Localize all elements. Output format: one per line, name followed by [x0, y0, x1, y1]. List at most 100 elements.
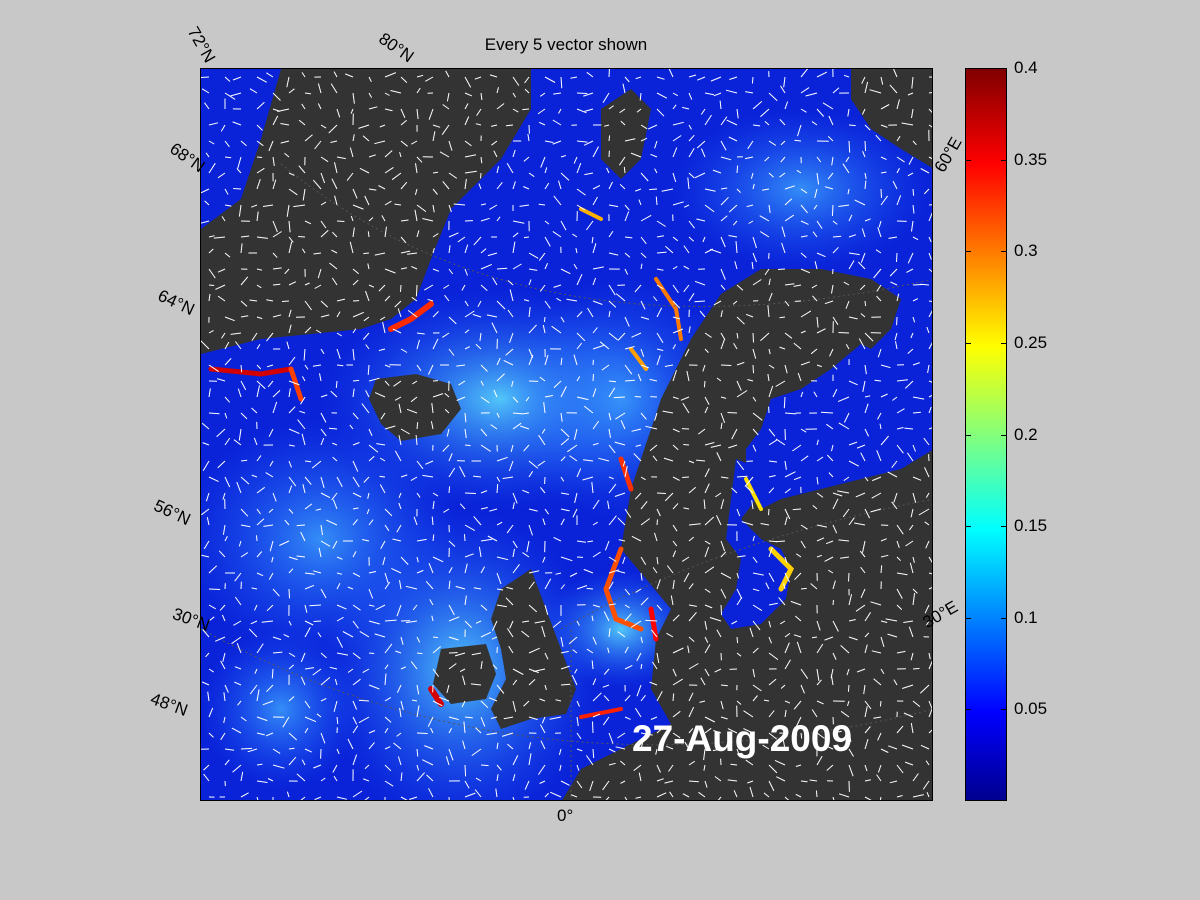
vector-arrow — [502, 476, 514, 479]
vector-arrow — [480, 248, 487, 254]
vector-arrow — [496, 764, 502, 771]
vector-arrow — [608, 252, 619, 256]
vector-arrow — [256, 551, 263, 558]
vector-arrow — [800, 252, 807, 258]
vector-arrow — [570, 76, 578, 79]
vector-arrow — [544, 236, 551, 247]
vector-arrow — [576, 748, 583, 752]
vector-arrow — [336, 556, 343, 560]
vector-arrow — [880, 364, 891, 369]
vector-arrow — [398, 403, 402, 414]
vector-arrow — [768, 348, 771, 355]
vector-arrow — [669, 791, 674, 798]
vector-arrow — [672, 524, 678, 532]
vector-arrow — [888, 236, 898, 239]
vector-arrow — [784, 460, 787, 470]
vector-arrow — [256, 643, 264, 654]
vector-arrow — [455, 585, 466, 590]
vector-arrow — [784, 101, 789, 110]
vector-arrow — [635, 796, 642, 799]
vector-arrow — [889, 268, 898, 277]
vector-arrow — [266, 332, 274, 342]
vector-arrow — [540, 156, 546, 168]
vector-arrow — [704, 396, 710, 405]
vector-arrow — [842, 508, 850, 518]
vector-arrow — [256, 179, 261, 190]
vector-arrow — [864, 172, 867, 179]
vector-arrow — [911, 108, 914, 119]
vector-arrow — [326, 519, 338, 526]
vector-arrow — [848, 316, 858, 320]
vector-arrow — [623, 166, 626, 174]
vector-arrow — [656, 355, 661, 366]
vector-arrow — [608, 603, 616, 606]
vector-arrow — [496, 572, 502, 585]
vector-arrow — [320, 428, 327, 437]
vector-arrow — [860, 452, 866, 462]
vector-arrow — [558, 180, 562, 190]
vector-arrow — [496, 521, 503, 526]
vector-arrow — [831, 204, 834, 217]
vector-arrow — [202, 460, 210, 472]
vector-arrow — [368, 571, 377, 574]
colorbar — [965, 68, 1007, 801]
vector-arrow — [768, 278, 771, 286]
vector-arrow — [464, 780, 470, 789]
vector-arrow — [816, 439, 819, 446]
vector-arrow — [640, 412, 647, 420]
vector-arrow — [864, 180, 867, 190]
vector-arrow — [304, 364, 309, 370]
vector-arrow — [490, 124, 498, 127]
vector-arrow — [703, 764, 706, 771]
vector-arrow — [720, 332, 726, 341]
vector-arrow — [256, 732, 265, 736]
vector-arrow — [480, 700, 489, 709]
vector-arrow — [528, 279, 532, 286]
vector-arrow — [384, 108, 393, 112]
vector-arrow — [336, 604, 347, 610]
colorbar-tick-mark — [1001, 526, 1006, 528]
vector-arrow — [528, 668, 539, 674]
vector-arrow — [400, 267, 408, 270]
vector-arrow — [444, 294, 450, 302]
vector-arrow — [749, 786, 754, 798]
lon-label-60e: 60°E — [930, 133, 966, 176]
vector-arrow — [233, 188, 242, 190]
vector-arrow — [840, 645, 850, 654]
colorbar-tick-mark — [1001, 709, 1006, 711]
colorbar-tick-mark — [966, 159, 971, 161]
vector-arrow — [224, 412, 228, 419]
vector-arrow — [697, 428, 706, 435]
vector-arrow — [640, 556, 647, 565]
vector-arrow — [608, 556, 617, 562]
vector-arrow — [364, 195, 370, 206]
vector-arrow — [620, 120, 626, 126]
vector-arrow — [877, 348, 882, 358]
vector-arrow — [796, 641, 802, 654]
vector-arrow — [407, 309, 418, 318]
vector-arrow — [396, 604, 402, 617]
vector-arrow — [763, 699, 770, 702]
vector-arrow — [336, 796, 348, 800]
vector-arrow — [618, 539, 626, 542]
vector-arrow — [784, 632, 791, 638]
vector-arrow — [855, 492, 866, 498]
vector-arrow — [222, 524, 226, 535]
vector-arrow — [328, 124, 338, 134]
vector-arrow — [704, 332, 712, 338]
vector-arrow — [376, 443, 386, 446]
vector-arrow — [503, 716, 514, 720]
vector-arrow — [656, 792, 667, 798]
vector-arrow — [391, 172, 402, 181]
vector-arrow — [475, 123, 482, 126]
vector-arrow — [367, 231, 370, 238]
vector-arrow — [864, 726, 871, 734]
vector-arrow — [672, 668, 677, 677]
vector-arrow — [317, 103, 322, 110]
vector-arrow — [256, 316, 263, 320]
vector-arrow — [672, 92, 679, 97]
vector-arrow — [368, 188, 377, 191]
vector-arrow — [672, 444, 679, 451]
vector-arrow — [624, 646, 629, 654]
vector-arrow — [816, 492, 824, 498]
